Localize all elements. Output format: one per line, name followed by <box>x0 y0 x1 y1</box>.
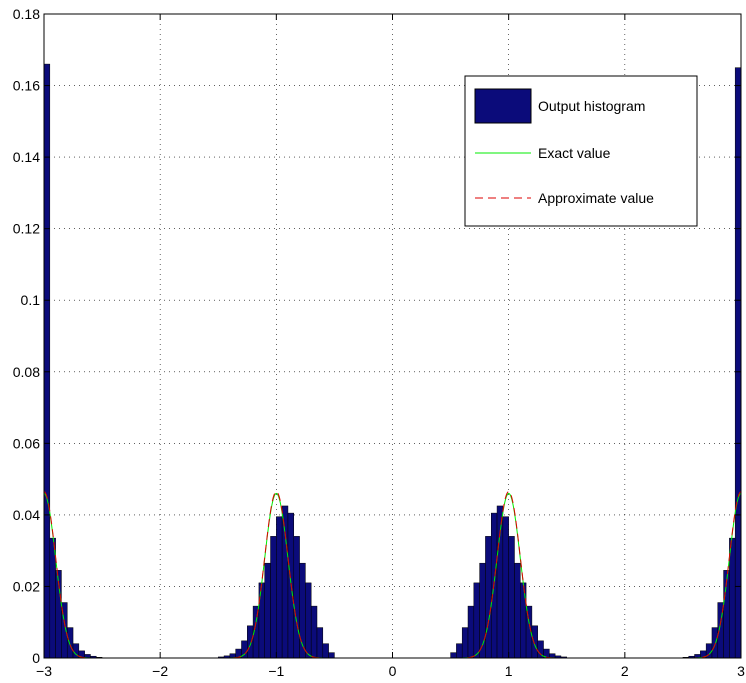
histogram-bar <box>270 536 277 659</box>
legend-label-exact: Exact value <box>538 145 611 161</box>
histogram-bar <box>456 643 463 659</box>
x-tick-label: 3 <box>737 663 745 679</box>
histogram-bars <box>43 63 742 659</box>
y-tick-label: 0.16 <box>13 78 40 94</box>
x-tick-label: −2 <box>152 663 168 679</box>
y-tick-label: 0.06 <box>13 435 40 451</box>
y-tick-label: 0.12 <box>13 221 40 237</box>
x-tick-label: 0 <box>389 663 397 679</box>
histogram-bar <box>258 582 265 659</box>
y-axis: 0 0.02 0.04 0.06 0.08 0.1 0.12 0.14 0.16 0.18 <box>13 6 741 666</box>
histogram-bar <box>514 562 521 659</box>
y-tick-label: 0.08 <box>13 364 40 380</box>
histogram-bar <box>467 605 475 659</box>
histogram-bar <box>711 627 719 659</box>
histogram-bar <box>328 652 335 659</box>
legend-label-approximate: Approximate value <box>538 190 654 206</box>
x-tick-label: 1 <box>505 663 513 679</box>
histogram-bar <box>450 652 457 659</box>
histogram-bar <box>502 516 509 659</box>
histogram-bar <box>247 625 254 659</box>
histogram-bar <box>276 516 283 659</box>
histogram-bar <box>508 536 515 659</box>
histogram-bar <box>520 582 527 659</box>
x-axis: −3 −2 −1 0 1 2 3 <box>36 14 745 679</box>
histogram-bar <box>461 627 469 659</box>
x-tick-label: 2 <box>621 663 629 679</box>
histogram-bar <box>473 582 480 659</box>
histogram-bar <box>305 582 312 659</box>
histogram-bar <box>322 643 329 659</box>
histogram-bar <box>734 67 742 659</box>
histogram-bar <box>316 627 324 659</box>
histogram-bar <box>264 562 271 659</box>
histogram-bar <box>43 63 51 659</box>
histogram-bar <box>49 537 56 659</box>
histogram-bar <box>729 537 736 659</box>
histogram-bar <box>281 505 289 659</box>
histogram-bar <box>66 627 74 659</box>
x-tick-label: −3 <box>36 663 52 679</box>
y-tick-label: 0.18 <box>13 6 40 22</box>
histogram-bar <box>531 625 538 659</box>
histogram-bar <box>485 536 492 659</box>
histogram-bar <box>293 536 300 659</box>
y-tick-label: 0 <box>32 650 40 666</box>
histogram-bar <box>310 605 318 659</box>
y-tick-label: 0.04 <box>13 507 40 523</box>
legend-label-histogram: Output histogram <box>538 98 645 114</box>
x-tick-label: −1 <box>268 663 284 679</box>
y-tick-label: 0.14 <box>13 149 40 165</box>
legend: Output histogram Exact value Approximate… <box>464 75 698 227</box>
legend-swatch-histogram <box>474 88 532 124</box>
histogram-bar <box>496 505 504 659</box>
y-tick-label: 0.02 <box>13 578 40 594</box>
y-tick-label: 0.1 <box>21 292 41 308</box>
